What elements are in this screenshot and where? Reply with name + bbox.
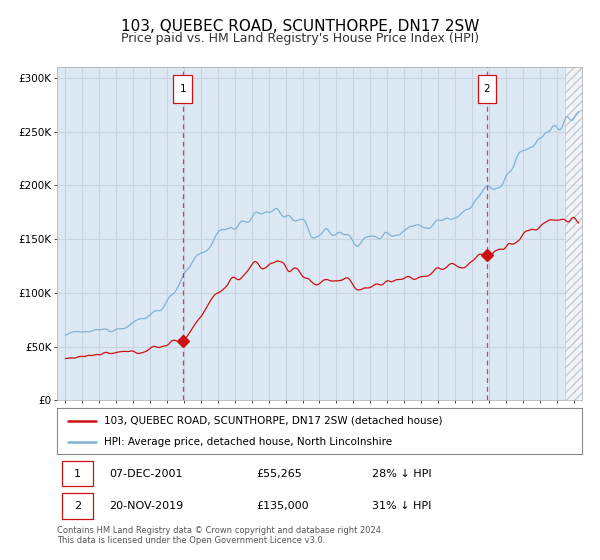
FancyBboxPatch shape bbox=[62, 461, 93, 487]
FancyBboxPatch shape bbox=[478, 74, 496, 102]
Text: 20-NOV-2019: 20-NOV-2019 bbox=[110, 501, 184, 511]
Text: £135,000: £135,000 bbox=[257, 501, 309, 511]
Text: Contains HM Land Registry data © Crown copyright and database right 2024.: Contains HM Land Registry data © Crown c… bbox=[57, 526, 383, 535]
Text: Price paid vs. HM Land Registry's House Price Index (HPI): Price paid vs. HM Land Registry's House … bbox=[121, 32, 479, 45]
Text: 2: 2 bbox=[484, 83, 490, 94]
Text: 28% ↓ HPI: 28% ↓ HPI bbox=[372, 469, 431, 479]
Text: HPI: Average price, detached house, North Lincolnshire: HPI: Average price, detached house, Nort… bbox=[104, 437, 392, 447]
Text: 103, QUEBEC ROAD, SCUNTHORPE, DN17 2SW: 103, QUEBEC ROAD, SCUNTHORPE, DN17 2SW bbox=[121, 19, 479, 34]
Text: £55,265: £55,265 bbox=[257, 469, 302, 479]
Text: 103, QUEBEC ROAD, SCUNTHORPE, DN17 2SW (detached house): 103, QUEBEC ROAD, SCUNTHORPE, DN17 2SW (… bbox=[104, 416, 443, 426]
FancyBboxPatch shape bbox=[62, 493, 93, 519]
Text: 1: 1 bbox=[179, 83, 186, 94]
FancyBboxPatch shape bbox=[173, 74, 192, 102]
Text: 31% ↓ HPI: 31% ↓ HPI bbox=[372, 501, 431, 511]
Text: This data is licensed under the Open Government Licence v3.0.: This data is licensed under the Open Gov… bbox=[57, 536, 325, 545]
Text: 07-DEC-2001: 07-DEC-2001 bbox=[110, 469, 183, 479]
Text: 2: 2 bbox=[74, 501, 81, 511]
Text: 1: 1 bbox=[74, 469, 81, 479]
